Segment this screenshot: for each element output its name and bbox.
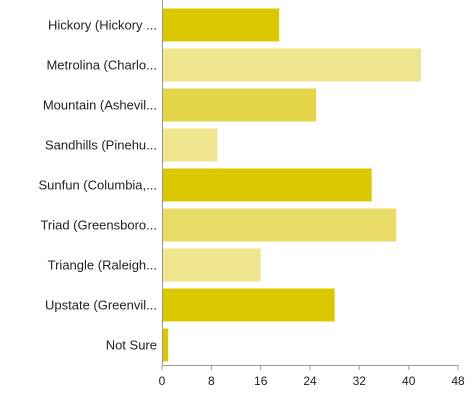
bar-9 (162, 328, 169, 362)
category-label-5: Sunfun (Columbia,... (38, 178, 157, 193)
x-tick-label-7: 48 (451, 374, 465, 388)
x-tick-label-5: 32 (353, 374, 367, 388)
category-label-1: Hickory (Hickory ... (48, 18, 157, 33)
x-axis: 0 8 16 24 32 40 48 (159, 0, 465, 388)
category-label-2: Metrolina (Charlo... (46, 58, 157, 73)
bar-8 (162, 288, 335, 322)
bar-7 (162, 248, 261, 282)
category-labels: Hickory (Hickory ... Metrolina (Charlo...… (38, 18, 157, 353)
bar-3 (162, 88, 317, 122)
x-tick-label-4: 24 (303, 374, 317, 388)
bar-1 (162, 8, 280, 42)
bar-6 (162, 208, 397, 242)
bar-2 (162, 48, 421, 82)
x-tick-label-6: 40 (402, 374, 416, 388)
category-label-4: Sandhills (Pinehu... (45, 138, 157, 153)
x-tick-label-3: 16 (254, 374, 268, 388)
x-tick-label-1: 0 (159, 374, 166, 388)
category-label-6: Triad (Greensboro... (40, 218, 157, 233)
category-label-9: Not Sure (106, 338, 157, 353)
x-tick-label-2: 8 (208, 374, 215, 388)
bars-layer (162, 8, 421, 362)
category-label-7: Triangle (Raleigh... (48, 258, 157, 273)
bar-4 (162, 128, 218, 162)
bar-5 (162, 168, 372, 202)
category-label-8: Upstate (Greenvil... (45, 298, 157, 313)
category-label-3: Mountain (Ashevil... (43, 98, 157, 113)
